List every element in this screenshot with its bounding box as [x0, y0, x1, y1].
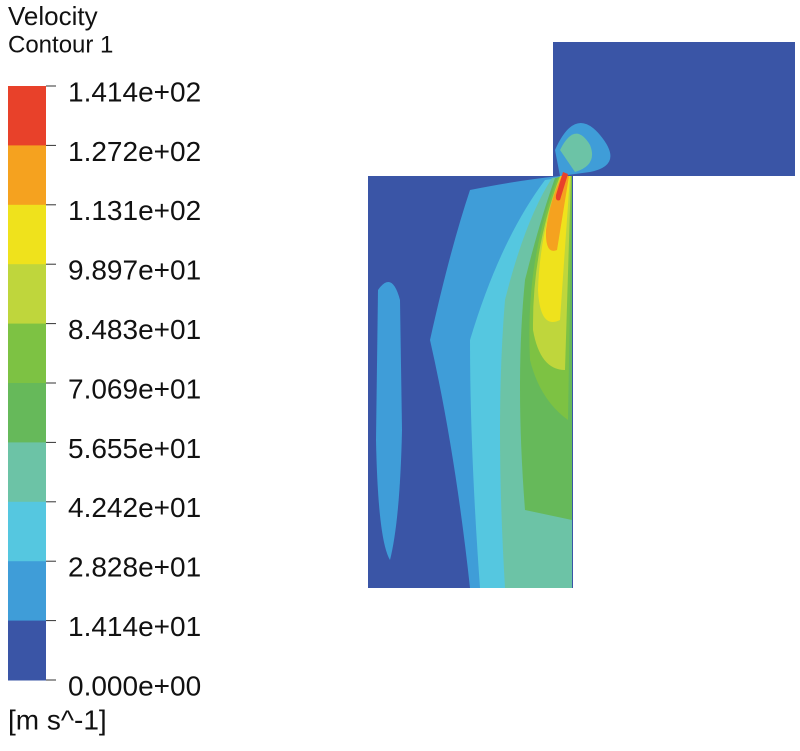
colorbar: 1.414e+02 1.272e+02 1.131e+02 9.897e+01 8.48… — [8, 76, 201, 701]
title: Velocity — [8, 1, 98, 31]
colorbar-label: 7.069e+01 — [68, 373, 201, 404]
colorbar-band — [8, 86, 46, 146]
colorbar-label: 2.828e+01 — [68, 552, 201, 583]
contour-band — [560, 133, 593, 172]
colorbar-label: 4.242e+01 — [68, 492, 201, 523]
colorbar-band — [8, 264, 46, 325]
unit-label: [m s^-1] — [8, 704, 107, 735]
colorbar-band — [8, 620, 46, 681]
colorbar-label: 1.414e+02 — [68, 76, 201, 107]
contour-band — [376, 282, 402, 560]
colorbar-band — [8, 145, 46, 206]
contour-band — [545, 175, 569, 251]
subtitle: Contour 1 — [8, 31, 113, 58]
colorbar-band — [8, 323, 46, 384]
colorbar-band — [8, 383, 46, 443]
contour-plot — [368, 42, 795, 588]
colorbar-band — [8, 561, 46, 622]
colorbar-band — [8, 204, 46, 265]
colorbar-label: 1.272e+02 — [68, 136, 201, 167]
colorbar-label: 1.131e+02 — [68, 195, 201, 226]
colorbar-label: 5.655e+01 — [68, 433, 201, 464]
colorbar-label: 0.000e+00 — [68, 670, 201, 701]
colorbar-label: 9.897e+01 — [68, 255, 201, 286]
colorbar-band — [8, 442, 46, 503]
contour-band — [555, 172, 568, 201]
colorbar-label: 8.483e+01 — [68, 314, 201, 345]
colorbar-label: 1.414e+01 — [68, 611, 201, 642]
colorbar-band — [8, 501, 46, 562]
